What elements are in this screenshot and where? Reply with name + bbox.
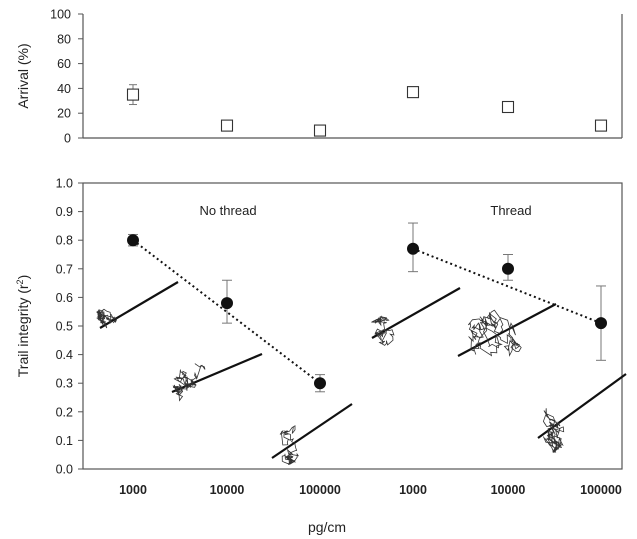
arrival-y-tick-label: 60	[57, 57, 71, 71]
trail-y-tick-label: 0.6	[56, 291, 73, 305]
trail-y-tick-label: 0.1	[56, 434, 73, 448]
trail-y-tick-label: 0.0	[56, 463, 73, 477]
track-centerline	[457, 303, 557, 357]
trail-x-tick-label: 1000	[399, 483, 427, 497]
track-scribble	[96, 308, 118, 329]
trail-x-tick-label: 10000	[491, 483, 526, 497]
arrival-y-label: Arrival (%)	[15, 43, 31, 108]
arrival-point	[501, 100, 515, 114]
track-centerline	[171, 352, 263, 394]
trail-point	[314, 377, 326, 390]
arrival-y-tick-label: 100	[50, 8, 71, 22]
trail-panel: 0.0 0.1 0.2 0.3 0.4 0.5 0.6 0.7 0.8 0.9 1.0 1000 10…	[15, 177, 627, 535]
track-centerline	[99, 281, 179, 329]
arrival-y-tick-label: 20	[57, 107, 71, 121]
track-insets	[96, 281, 627, 465]
arrival-y-tick-label: 40	[57, 82, 71, 96]
x-axis-label: pg/cm	[308, 519, 346, 535]
arrival-point	[406, 86, 420, 99]
track-scribble	[279, 425, 300, 465]
trend-line	[412, 247, 602, 325]
trail-y-tick-label: 1.0	[56, 177, 73, 191]
arrival-point	[594, 119, 608, 132]
trail-y-label-main: Trail integrity (r	[15, 284, 31, 377]
trail-y-label-sup: 2	[15, 279, 25, 284]
trail-y-tick-label: 0.4	[56, 348, 73, 362]
track-centerline	[371, 287, 461, 339]
trail-point	[502, 262, 514, 275]
annotation-thread: Thread	[490, 203, 531, 218]
trail-y-tick-label: 0.7	[56, 262, 73, 276]
arrival-point	[126, 88, 140, 101]
track-scribble	[542, 408, 565, 453]
trail-x-tick-label: 100000	[580, 483, 622, 497]
trail-y-label: Trail integrity (r2)	[15, 275, 31, 378]
trend-line	[132, 239, 321, 384]
arrival-point	[220, 119, 234, 132]
trail-x-tick-label: 1000	[119, 483, 147, 497]
arrival-panel: 0 20 40 60 80 100 Arrival (%)	[15, 8, 623, 146]
trail-x-tick-label: 10000	[210, 483, 245, 497]
arrival-y-tick-label: 80	[57, 32, 71, 46]
trail-y-tick-label: 0.3	[56, 377, 73, 391]
track-centerline	[537, 373, 627, 439]
trail-y-tick-label: 0.8	[56, 234, 73, 248]
track-centerline	[271, 403, 353, 459]
trail-point	[595, 317, 607, 330]
trail-y-tick-label: 0.2	[56, 405, 73, 419]
trail-point	[221, 297, 233, 310]
trail-y-tick-label: 0.5	[56, 320, 73, 334]
track-scribble	[371, 315, 395, 346]
trail-y-tick-label: 0.9	[56, 205, 73, 219]
arrival-point	[313, 124, 327, 137]
track-scribble	[172, 363, 206, 402]
annotation-no-thread: No thread	[199, 203, 256, 218]
arrival-y-tick-label: 0	[64, 132, 71, 146]
track-scribble	[467, 309, 522, 357]
trail-plot-frame	[82, 182, 623, 470]
trail-point	[127, 234, 139, 247]
trail-x-tick-label: 100000	[299, 483, 341, 497]
trail-point	[407, 242, 419, 255]
trail-y-label-end: )	[15, 275, 31, 280]
